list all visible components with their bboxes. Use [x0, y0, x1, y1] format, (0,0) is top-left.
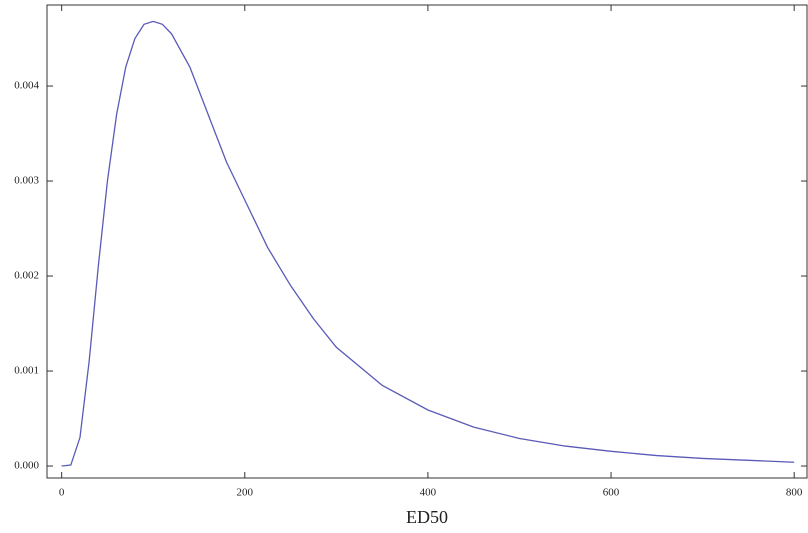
- y-tick-label: 0.003: [14, 175, 39, 187]
- x-tick-label: 200: [237, 487, 254, 499]
- y-tick-label: 0.004: [14, 80, 39, 92]
- y-tick-label: 0.000: [14, 460, 39, 472]
- plot-frame: [46, 4, 808, 479]
- x-tick-label: 800: [786, 487, 803, 499]
- x-tick-label: 400: [420, 487, 437, 499]
- y-tick-label: 0.001: [14, 365, 39, 377]
- y-tick-label: 0.002: [14, 270, 39, 282]
- data-line: [61, 20, 795, 467]
- x-tick-label: 600: [603, 487, 620, 499]
- x-axis-label: ED50: [406, 507, 448, 527]
- x-tick-label: 0: [59, 487, 65, 499]
